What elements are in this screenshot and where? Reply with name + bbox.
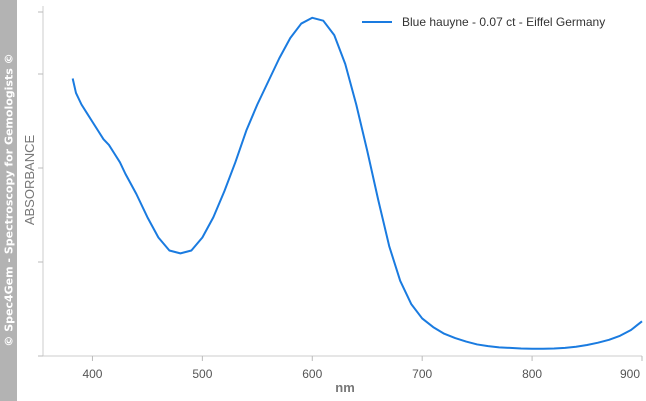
x-tick-label: 800	[522, 367, 542, 381]
x-tick-label: 700	[412, 367, 432, 381]
y-ticks	[38, 11, 43, 357]
y-axis-title: ABSORBANCE	[22, 135, 37, 226]
x-ticks: 400 500 600 700 800 900	[82, 356, 643, 381]
legend-label: Blue hauyne - 0.07 ct - Eiffel Germany	[402, 15, 605, 29]
x-tick-label: 600	[302, 367, 322, 381]
plot-area	[71, 16, 643, 350]
watermark-strip: © Spec4Gem - Spectroscopy for Gemologist…	[0, 0, 17, 401]
x-tick-label: 900	[620, 367, 640, 381]
x-tick-label: 400	[82, 367, 102, 381]
series-line	[71, 16, 643, 350]
legend: Blue hauyne - 0.07 ct - Eiffel Germany	[362, 15, 605, 29]
axes	[42, 6, 642, 357]
x-axis-title: nm	[335, 380, 355, 395]
x-tick-label: 500	[192, 367, 212, 381]
